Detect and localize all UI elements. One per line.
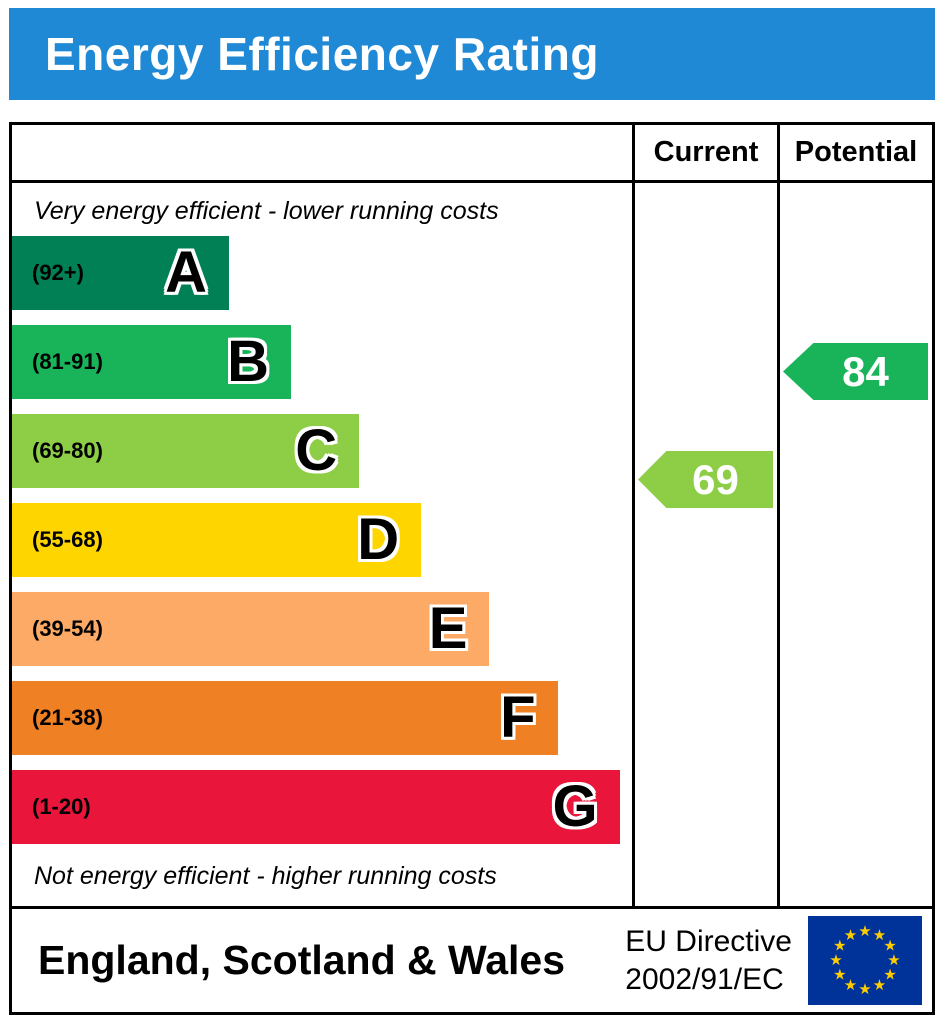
current-rating-arrow: 69 — [638, 451, 773, 508]
potential-column-header: Potential — [794, 136, 918, 168]
band-a-bar: (92+) A — [12, 236, 229, 310]
band-e-bar: (39-54) E — [12, 592, 490, 666]
top-note: Very energy efficient - lower running co… — [34, 197, 499, 225]
region-label: England, Scotland & Wales — [38, 937, 565, 983]
band-a-range: (92+) — [32, 260, 84, 285]
rating-scale-cell: Very energy efficient - lower running co… — [12, 183, 635, 906]
eu-directive-line1: EU Directive — [625, 925, 792, 958]
band-g-letter: G — [552, 774, 598, 839]
potential-rating-arrow: 84 — [783, 343, 928, 400]
bottom-note: Not energy efficient - higher running co… — [34, 862, 497, 890]
potential-rating-value: 84 — [842, 347, 889, 395]
band-e-range: (39-54) — [32, 616, 103, 641]
current-rating-value: 69 — [692, 455, 739, 503]
band-e-letter: E — [428, 596, 468, 661]
band-c-range: (69-80) — [32, 438, 103, 463]
band-b-letter: B — [227, 329, 269, 394]
table-footer-row: England, Scotland & Wales EU Directive 2… — [12, 909, 932, 1012]
header-spacer-cell — [12, 125, 635, 180]
energy-rating-table: Current Potential Very energy efficient … — [9, 122, 935, 1015]
table-header-row: Current Potential — [12, 125, 932, 183]
current-column-header: Current — [635, 125, 780, 180]
band-d-range: (55-68) — [32, 527, 103, 552]
band-b-bar: (81-91) B — [12, 325, 291, 399]
band-a-letter: A — [165, 240, 207, 305]
current-rating-cell: 69 — [635, 183, 780, 906]
band-b-range: (81-91) — [32, 349, 103, 374]
band-g-bar: (1-20) G — [12, 770, 620, 844]
band-c-bar: (69-80) C — [12, 414, 360, 488]
page-title: Energy Efficiency Rating — [45, 28, 599, 80]
band-c-letter: C — [295, 418, 338, 483]
table-body-row: Very energy efficient - lower running co… — [12, 183, 932, 909]
rating-bars: (92+) A (81-91) B (69-80) C (55-68) D (3… — [12, 236, 632, 844]
header-bar: Energy Efficiency Rating — [9, 8, 935, 100]
band-f-range: (21-38) — [32, 705, 103, 730]
band-f-letter: F — [500, 685, 536, 750]
eu-directive-line2: 2002/91/EC — [625, 962, 784, 996]
band-f-bar: (21-38) F — [12, 681, 558, 755]
eu-directive-label: EU Directive 2002/91/EC — [625, 923, 792, 998]
eu-flag-icon: ★ ★ ★ ★ ★ ★ ★ ★ ★ ★ ★ ★ — [808, 916, 922, 1005]
band-g-range: (1-20) — [32, 794, 91, 819]
band-d-letter: D — [357, 507, 400, 572]
band-d-bar: (55-68) D — [12, 503, 422, 577]
potential-rating-cell: 84 — [780, 183, 932, 906]
